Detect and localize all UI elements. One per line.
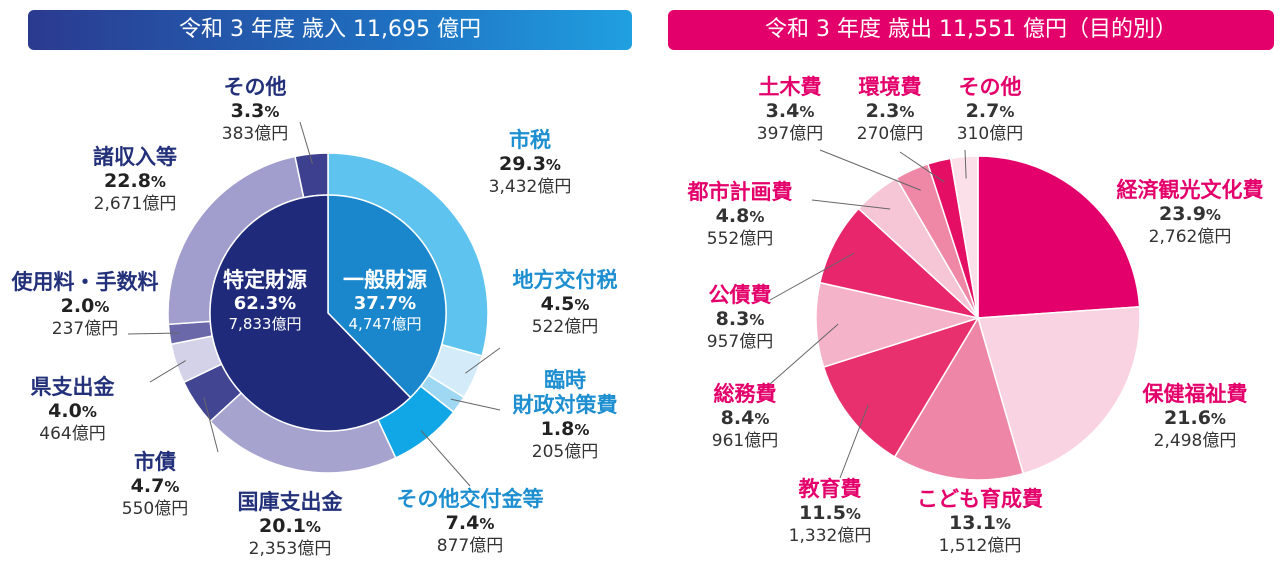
label-rev-0: 市税 29.3% 3,432億円 xyxy=(488,128,572,197)
label-exp-9: その他 2.7% 310億円 xyxy=(956,75,1024,144)
revenue-title: 令和 3 年度 歳入 11,695 億円 xyxy=(28,10,632,50)
expenditure-leader-9 xyxy=(964,149,967,179)
label-exp-6: 都市計画費 4.8% 552億円 xyxy=(687,180,793,249)
revenue-leader-3 xyxy=(420,430,471,487)
expenditure-slice-1 xyxy=(977,306,1141,475)
revenue-leader-9 xyxy=(299,121,313,164)
label-exp-1: 保健福祉費 21.6% 2,498億円 xyxy=(1142,382,1248,451)
revenue-leader-1 xyxy=(465,347,501,374)
expenditure-slice-4 xyxy=(815,281,981,369)
expenditure-slice-3 xyxy=(822,316,980,458)
expenditure-slice-9 xyxy=(949,155,979,319)
inner-label-specific: 特定財源 62.3% 7,833億円 xyxy=(223,268,307,333)
label-rev-7: 使用料・手数料 2.0% 237億円 xyxy=(11,270,159,339)
revenue-leader-5 xyxy=(203,397,219,453)
label-rev-6: 県支出金 4.0% 464億円 xyxy=(30,375,115,444)
label-exp-8: 環境費 2.3% 270億円 xyxy=(856,75,924,144)
label-exp-2: こども育成費 13.1% 1,512億円 xyxy=(917,487,1043,556)
expenditure-leader-8 xyxy=(899,151,945,183)
label-rev-9: その他 3.3% 383億円 xyxy=(221,75,289,144)
inner-label-general: 一般財源 37.7% 4,747億円 xyxy=(343,268,427,333)
label-rev-1: 地方交付税 4.5% 522億円 xyxy=(512,268,618,337)
label-rev-3: その他交付金等 7.4% 877億円 xyxy=(396,487,544,556)
expenditure-leader-5 xyxy=(769,252,855,301)
revenue-inner-slice-specific xyxy=(209,194,412,432)
expenditure-title: 令和 3 年度 歳出 11,551 億円（目的別） xyxy=(668,10,1274,50)
label-rev-2: 臨時 財政対策費 1.8% 205億円 xyxy=(512,368,618,462)
label-exp-4: 総務費 8.4% 961億円 xyxy=(711,382,779,451)
label-rev-4: 国庫支出金 20.1% 2,353億円 xyxy=(237,490,343,559)
expenditure-slice-0 xyxy=(977,155,1141,319)
expenditure-leader-6 xyxy=(811,199,891,210)
revenue-leader-6 xyxy=(149,360,186,383)
revenue-inner-slice-general xyxy=(327,194,447,399)
revenue-leader-7 xyxy=(127,332,180,335)
revenue-leader-2 xyxy=(450,398,501,411)
label-rev-5: 市債 4.7% 550億円 xyxy=(121,450,189,519)
expenditure-leader-4 xyxy=(769,323,839,385)
expenditure-leader-3 xyxy=(839,404,869,479)
label-exp-7: 土木費 3.4% 397億円 xyxy=(756,75,824,144)
expenditure-leader-7 xyxy=(819,149,921,191)
label-exp-3: 教育費 11.5% 1,332億円 xyxy=(788,477,872,546)
label-rev-8: 諸収入等 22.8% 2,671億円 xyxy=(93,145,177,214)
label-exp-0: 経済観光文化費 23.9% 2,762億円 xyxy=(1116,178,1264,247)
label-exp-5: 公債費 8.3% 957億円 xyxy=(706,283,774,352)
expenditure-slice-2 xyxy=(893,316,1025,481)
